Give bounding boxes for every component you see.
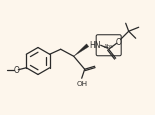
Text: O: O bbox=[116, 37, 122, 46]
Text: Abs: Abs bbox=[104, 43, 114, 48]
Text: O: O bbox=[13, 66, 19, 75]
Polygon shape bbox=[74, 45, 89, 57]
Text: HN: HN bbox=[89, 40, 100, 49]
Text: OH: OH bbox=[76, 80, 87, 86]
